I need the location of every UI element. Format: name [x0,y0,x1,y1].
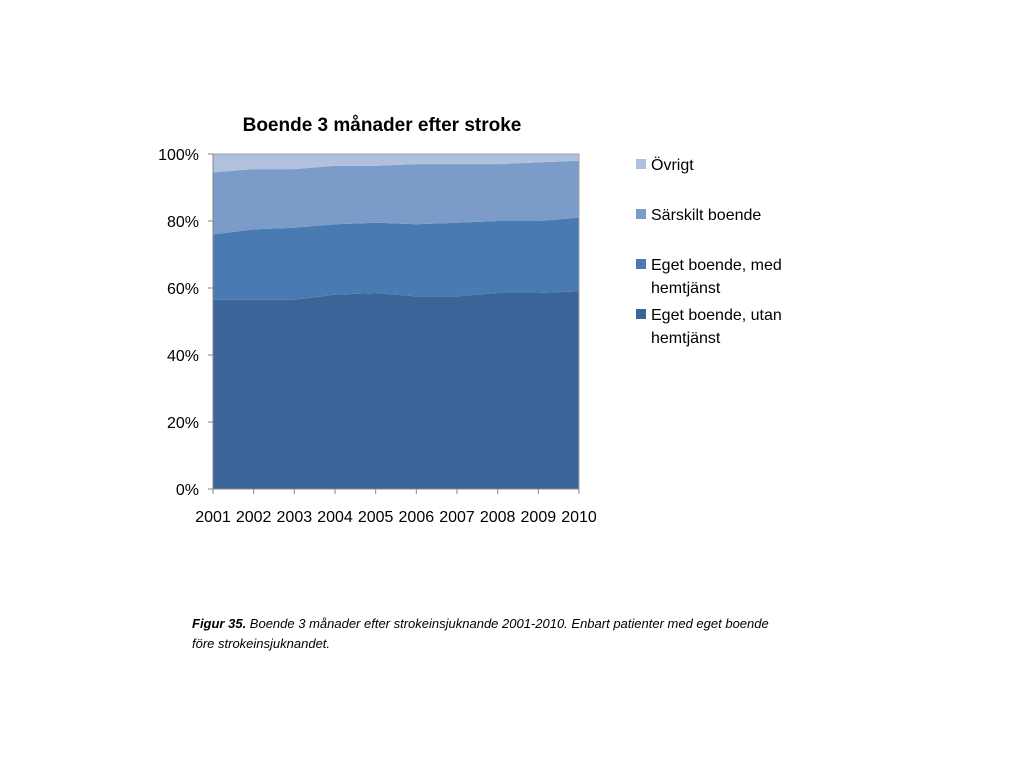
x-tick-label: 2004 [317,509,353,526]
x-tick-label: 2009 [521,509,557,526]
area-series-särskilt-boende [213,160,579,235]
area-series-övrigt [213,154,579,173]
area-series-eget-boende-utan-hemtjänst [213,291,579,489]
legend-swatch-sarskilt-boende [636,209,646,219]
x-tick-label: 2010 [561,509,597,526]
x-tick-label: 2006 [399,509,435,526]
y-tick-label: 20% [167,415,199,432]
figure-caption-text: Boende 3 månader efter strokeinsjuknande… [192,616,769,651]
chart-title: Boende 3 månader efter stroke [243,115,522,136]
y-tick-label: 0% [176,482,199,499]
y-tick-label: 60% [167,281,199,298]
x-tick-label: 2001 [195,509,231,526]
figure-caption: Figur 35. Boende 3 månader efter strokei… [192,614,792,654]
x-tick-label: 2008 [480,509,516,526]
x-tick-label: 2002 [236,509,272,526]
chart-areas [212,153,580,490]
chart-axes: 0% 20% 40% 60% 80% 100% 2001 2002 2003 2004 2005 20… [158,147,597,526]
legend-swatch-eget-boende-med [636,259,646,269]
legend-swatch-eget-boende-utan [636,309,646,319]
legend-label-eget-boende-utan: Eget boende, utan hemtjänst [651,307,782,347]
x-tick-label: 2005 [358,509,394,526]
y-tick-label: 40% [167,348,199,365]
legend-label-eget-boende-med: Eget boende, med hemtjänst [651,257,782,297]
legend-label-sarskilt-boende: Särskilt boende [651,207,762,224]
y-tick-label: 80% [167,214,199,231]
legend-item-sarskilt-boende: Särskilt boende [636,204,801,227]
figure-label: Figur 35. [192,616,247,631]
legend-item-ovrigt: Övrigt [636,154,801,177]
legend-swatch-ovrigt [636,159,646,169]
legend-item-eget-boende-med: Eget boende, med hemtjänst [636,254,801,300]
y-tick-label: 100% [158,147,199,164]
area-series-eget-boende-med-hemtjänst [213,217,579,300]
legend-label-ovrigt: Övrigt [651,157,694,174]
x-tick-label: 2007 [439,509,475,526]
legend-item-eget-boende-utan: Eget boende, utan hemtjänst [636,304,801,350]
x-tick-label: 2003 [277,509,313,526]
